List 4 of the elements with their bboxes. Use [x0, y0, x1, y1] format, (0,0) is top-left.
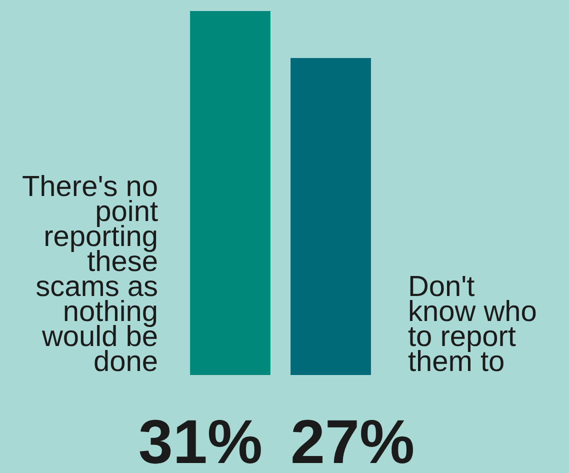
data-label: 27%: [290, 408, 415, 473]
x-tick-label: There's no point reporting these scams as nothing would be done: [22, 171, 158, 378]
x-tick-label: Don't know who to report them to: [408, 271, 537, 378]
data-label: 31%: [138, 408, 262, 473]
